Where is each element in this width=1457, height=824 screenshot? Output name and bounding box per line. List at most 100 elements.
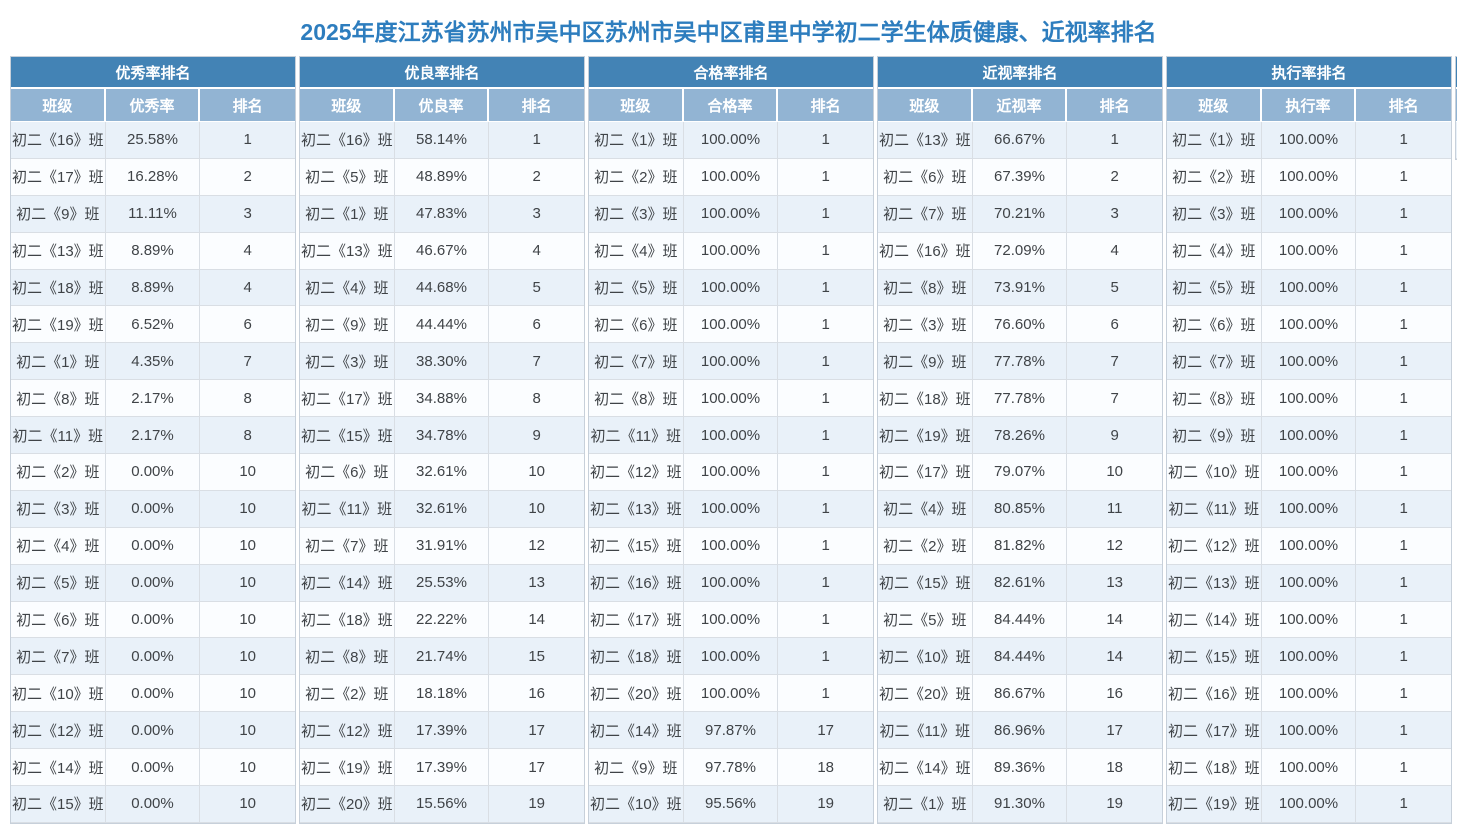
table-row: 初二《12》班 17.39% 17	[300, 712, 584, 750]
table-row: 初二《10》班 95.56% 19	[589, 786, 873, 823]
table-row: 初二《11》班 100.00% 1	[1167, 490, 1451, 528]
table-row: 初二《15》班 100.00% 1	[1167, 638, 1451, 676]
table-title: 近视率排名	[878, 57, 1162, 89]
rate-cell: 100.00%	[683, 343, 779, 381]
table-row: 初二《13》班 8.89% 4	[11, 232, 295, 270]
class-name-cell: 初二《4》班	[1167, 232, 1262, 270]
rate-cell: 100.00%	[1261, 638, 1357, 676]
class-name-cell: 初二《14》班	[11, 749, 106, 787]
rate-cell: 11.11%	[105, 195, 201, 233]
class-name-cell: 初二《6》班	[878, 158, 973, 196]
class-name-cell: 初二《5》班	[878, 601, 973, 639]
rank-cell: 10	[200, 675, 295, 713]
rank-cell: 1	[1356, 306, 1451, 344]
class-name-cell: 初二《17》班	[1167, 712, 1262, 750]
rank-cell: 6	[489, 306, 584, 344]
rate-cell: 18.18%	[394, 675, 490, 713]
table-row: 初二《11》班 2.17% 8	[11, 417, 295, 455]
rank-cell: 17	[489, 712, 584, 750]
rate-cell: 16.28%	[105, 158, 201, 196]
rate-cell: 0.00%	[105, 490, 201, 528]
class-name-cell: 初二《3》班	[300, 343, 395, 381]
rate-cell: 91.30%	[972, 786, 1068, 823]
rate-cell: 73.91%	[972, 269, 1068, 307]
rank-cell: 1	[1356, 638, 1451, 676]
rank-cell: 4	[200, 269, 295, 307]
table-row: 初二《12》班 100.00% 1	[589, 454, 873, 491]
rank-cell: 1	[1356, 675, 1451, 713]
rank-cell: 1	[778, 158, 873, 196]
table-row: 初二《16》班 25.58% 1	[11, 122, 295, 159]
class-name-cell: 初二《9》班	[11, 195, 106, 233]
class-name-cell: 初二《15》班	[589, 527, 684, 565]
class-name-cell: 初二《11》班	[300, 490, 395, 528]
rank-cell: 6	[200, 306, 295, 344]
class-name-cell: 初二《12》班	[300, 712, 395, 750]
class-name-cell: 初二《12》班	[11, 712, 106, 750]
table-row: 初二《2》班 18.18% 16	[300, 675, 584, 713]
rank-cell: 4	[200, 232, 295, 270]
rate-cell: 100.00%	[1261, 527, 1357, 565]
class-name-cell: 初二《7》班	[300, 527, 395, 565]
table-row: 初二《18》班 100.00% 1	[1167, 749, 1451, 787]
table-row: 初二《15》班 34.78% 9	[300, 417, 584, 455]
class-name-cell: 初二《9》班	[300, 306, 395, 344]
column-header: 排名	[200, 89, 295, 122]
class-name-cell: 初二《17》班	[11, 158, 106, 196]
table-row: 初二《10》班 0.00% 10	[11, 675, 295, 713]
rate-cell: 66.67%	[972, 122, 1068, 159]
rank-cell: 19	[778, 786, 873, 823]
rank-cell: 1	[778, 601, 873, 639]
table-row: 初二《2》班 0.00% 10	[11, 454, 295, 491]
table-row: 初二《17》班 100.00% 1	[1167, 712, 1451, 750]
table-row: 初二《1》班 47.83% 3	[300, 195, 584, 233]
class-name-cell: 初二《18》班	[1167, 749, 1262, 787]
table-row: 初二《7》班 100.00% 1	[1167, 343, 1451, 381]
table-row: 初二《20》班 100.00% 1	[589, 675, 873, 713]
class-name-cell: 初二《18》班	[300, 601, 395, 639]
rank-cell: 1	[778, 675, 873, 713]
rank-cell: 1	[200, 122, 295, 159]
rate-cell: 86.96%	[972, 712, 1068, 750]
rate-cell: 76.60%	[972, 306, 1068, 344]
table-row: 初二《4》班 0.00% 10	[11, 527, 295, 565]
table-row: 初二《2》班 100.00% 1	[1167, 158, 1451, 196]
rank-cell: 1	[1356, 601, 1451, 639]
table-row: 初二《15》班 100.00% 1	[589, 527, 873, 565]
table-row: 初二《19》班 6.52% 6	[11, 306, 295, 344]
rate-cell: 15.56%	[394, 786, 490, 823]
table-row: 初二《9》班 44.44% 6	[300, 306, 584, 344]
class-name-cell: 初二《8》班	[300, 638, 395, 676]
table-row: 初二《11》班 100.00% 1	[589, 417, 873, 455]
rank-cell: 1	[1356, 786, 1451, 823]
class-name-cell: 初二《1》班	[878, 786, 973, 823]
class-name-cell: 初二《11》班	[589, 417, 684, 455]
rank-cell: 1	[1356, 343, 1451, 381]
rank-cell: 1	[778, 490, 873, 528]
rate-cell: 67.39%	[972, 158, 1068, 196]
rate-cell: 100.00%	[683, 564, 779, 602]
table-row: 初二《10》班 100.00% 1	[1167, 454, 1451, 491]
rank-cell: 10	[200, 786, 295, 823]
table-row: 初二《13》班 46.67% 4	[300, 232, 584, 270]
rank-cell: 1	[1356, 269, 1451, 307]
table-row: 初二《9》班 77.78% 7	[878, 343, 1162, 381]
rate-cell: 70.21%	[972, 195, 1068, 233]
rank-cell: 13	[1067, 564, 1162, 602]
rate-cell: 97.87%	[683, 712, 779, 750]
rank-cell: 17	[778, 712, 873, 750]
rate-cell: 0.00%	[105, 638, 201, 676]
table-row: 初二《7》班 31.91% 12	[300, 527, 584, 565]
column-header: 班级	[300, 89, 395, 122]
rank-cell: 14	[489, 601, 584, 639]
rank-cell: 12	[489, 527, 584, 565]
class-name-cell: 初二《4》班	[300, 269, 395, 307]
rank-cell: 8	[200, 417, 295, 455]
rank-cell: 2	[489, 158, 584, 196]
rank-cell: 1	[1356, 490, 1451, 528]
class-name-cell: 初二《9》班	[589, 749, 684, 787]
class-name-cell: 初二《18》班	[878, 380, 973, 418]
rate-cell: 84.44%	[972, 638, 1068, 676]
rate-cell: 38.30%	[394, 343, 490, 381]
table-row: 初二《19》班 78.26% 9	[878, 417, 1162, 455]
